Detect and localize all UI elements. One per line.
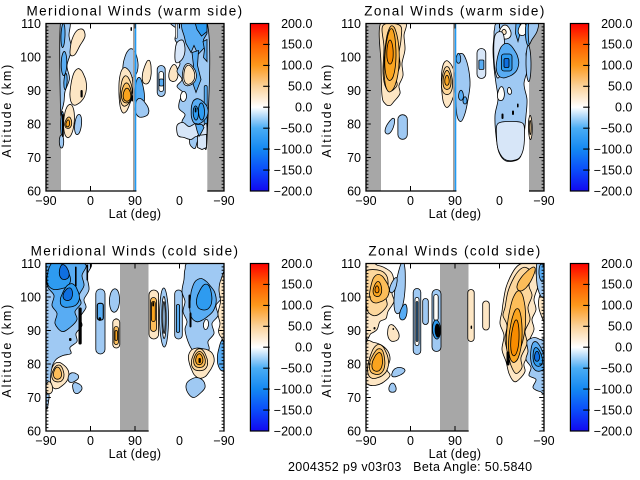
svg-text:−90: −90 (213, 194, 234, 208)
svg-text:−90: −90 (35, 194, 56, 208)
svg-text:Lat (deg): Lat (deg) (109, 207, 162, 221)
svg-text:60: 60 (347, 424, 361, 438)
svg-text:0: 0 (87, 434, 94, 448)
svg-text:110: 110 (21, 257, 41, 271)
svg-text:−50.0: −50.0 (601, 362, 633, 376)
svg-text:60: 60 (347, 184, 361, 198)
svg-text:0: 0 (496, 434, 503, 448)
svg-text:50.0: 50.0 (288, 80, 312, 94)
svg-text:0: 0 (87, 194, 94, 208)
svg-text:200.0: 200.0 (281, 257, 312, 271)
svg-text:−90: −90 (213, 434, 234, 448)
svg-text:50.0: 50.0 (608, 320, 632, 334)
svg-text:−200.0: −200.0 (594, 184, 633, 198)
svg-text:Lat (deg): Lat (deg) (429, 207, 482, 221)
svg-text:80: 80 (347, 357, 361, 371)
svg-text:150.0: 150.0 (601, 278, 632, 292)
svg-text:150.0: 150.0 (281, 278, 312, 292)
svg-text:Altitude (km): Altitude (km) (0, 303, 14, 398)
svg-text:110: 110 (341, 17, 361, 31)
svg-text:100.0: 100.0 (281, 299, 312, 313)
svg-text:0: 0 (407, 434, 414, 448)
svg-text:−200.0: −200.0 (274, 184, 313, 198)
svg-text:−50.0: −50.0 (281, 362, 313, 376)
svg-text:0.0: 0.0 (615, 341, 632, 355)
svg-text:−50.0: −50.0 (281, 122, 313, 136)
svg-text:100: 100 (340, 50, 361, 64)
svg-text:100.0: 100.0 (281, 59, 312, 73)
svg-text:−90: −90 (533, 194, 554, 208)
svg-text:Lat (deg): Lat (deg) (429, 447, 482, 461)
svg-text:0.0: 0.0 (615, 101, 632, 115)
svg-text:0.0: 0.0 (295, 341, 312, 355)
svg-text:70: 70 (347, 151, 361, 165)
svg-text:60: 60 (27, 184, 41, 198)
svg-text:2004352 p9 v03r03 Beta Angle: 2004352 p9 v03r03 Beta Angle: 50.5840 (288, 460, 532, 474)
svg-text:−200.0: −200.0 (274, 424, 313, 438)
svg-text:50.0: 50.0 (608, 80, 632, 94)
svg-text:200.0: 200.0 (601, 257, 632, 271)
svg-text:90: 90 (27, 84, 41, 98)
svg-text:100: 100 (340, 290, 361, 304)
svg-text:90: 90 (128, 434, 142, 448)
svg-text:90: 90 (448, 194, 462, 208)
svg-text:80: 80 (27, 357, 41, 371)
svg-text:90: 90 (347, 84, 361, 98)
svg-text:Zonal Winds (cold side): Zonal Winds (cold side) (368, 244, 541, 259)
svg-text:Zonal Winds (warm side): Zonal Winds (warm side) (364, 4, 545, 19)
svg-text:70: 70 (347, 391, 361, 405)
svg-text:0: 0 (176, 194, 183, 208)
svg-text:−100.0: −100.0 (274, 142, 313, 156)
svg-text:60: 60 (27, 424, 41, 438)
svg-text:−100.0: −100.0 (274, 382, 313, 396)
svg-text:90: 90 (27, 324, 41, 338)
svg-text:110: 110 (21, 17, 41, 31)
svg-text:150.0: 150.0 (281, 38, 312, 52)
svg-text:Meridional Winds (cold side): Meridional Winds (cold side) (31, 244, 240, 259)
svg-text:200.0: 200.0 (281, 17, 312, 31)
svg-text:110: 110 (341, 257, 361, 271)
svg-text:−50.0: −50.0 (601, 122, 633, 136)
svg-text:90: 90 (128, 194, 142, 208)
svg-text:100.0: 100.0 (601, 299, 632, 313)
svg-text:100.0: 100.0 (601, 59, 632, 73)
svg-text:Altitude (km): Altitude (km) (320, 63, 334, 158)
svg-text:−90: −90 (35, 434, 56, 448)
svg-text:−150.0: −150.0 (594, 403, 633, 417)
svg-text:80: 80 (347, 117, 361, 131)
svg-text:70: 70 (27, 391, 41, 405)
svg-text:150.0: 150.0 (601, 38, 632, 52)
svg-text:Altitude (km): Altitude (km) (0, 63, 14, 158)
svg-text:200.0: 200.0 (601, 17, 632, 31)
svg-text:70: 70 (27, 151, 41, 165)
svg-text:−100.0: −100.0 (594, 382, 633, 396)
svg-text:0: 0 (176, 434, 183, 448)
svg-text:−100.0: −100.0 (594, 142, 633, 156)
svg-text:Meridional Winds (warm side): Meridional Winds (warm side) (27, 4, 244, 19)
svg-text:90: 90 (347, 324, 361, 338)
svg-text:Altitude (km): Altitude (km) (320, 303, 334, 398)
svg-text:−150.0: −150.0 (274, 403, 313, 417)
svg-text:100: 100 (20, 290, 41, 304)
svg-text:100: 100 (20, 50, 41, 64)
svg-text:−150.0: −150.0 (594, 163, 633, 177)
svg-text:0: 0 (407, 194, 414, 208)
svg-text:50.0: 50.0 (288, 320, 312, 334)
svg-text:−90: −90 (533, 434, 554, 448)
svg-text:0.0: 0.0 (295, 101, 312, 115)
svg-text:−90: −90 (355, 434, 376, 448)
svg-text:0: 0 (496, 194, 503, 208)
svg-text:−90: −90 (355, 194, 376, 208)
svg-text:−200.0: −200.0 (594, 424, 633, 438)
svg-text:90: 90 (448, 434, 462, 448)
svg-text:−150.0: −150.0 (274, 163, 313, 177)
svg-text:80: 80 (27, 117, 41, 131)
svg-text:Lat (deg): Lat (deg) (109, 447, 162, 461)
